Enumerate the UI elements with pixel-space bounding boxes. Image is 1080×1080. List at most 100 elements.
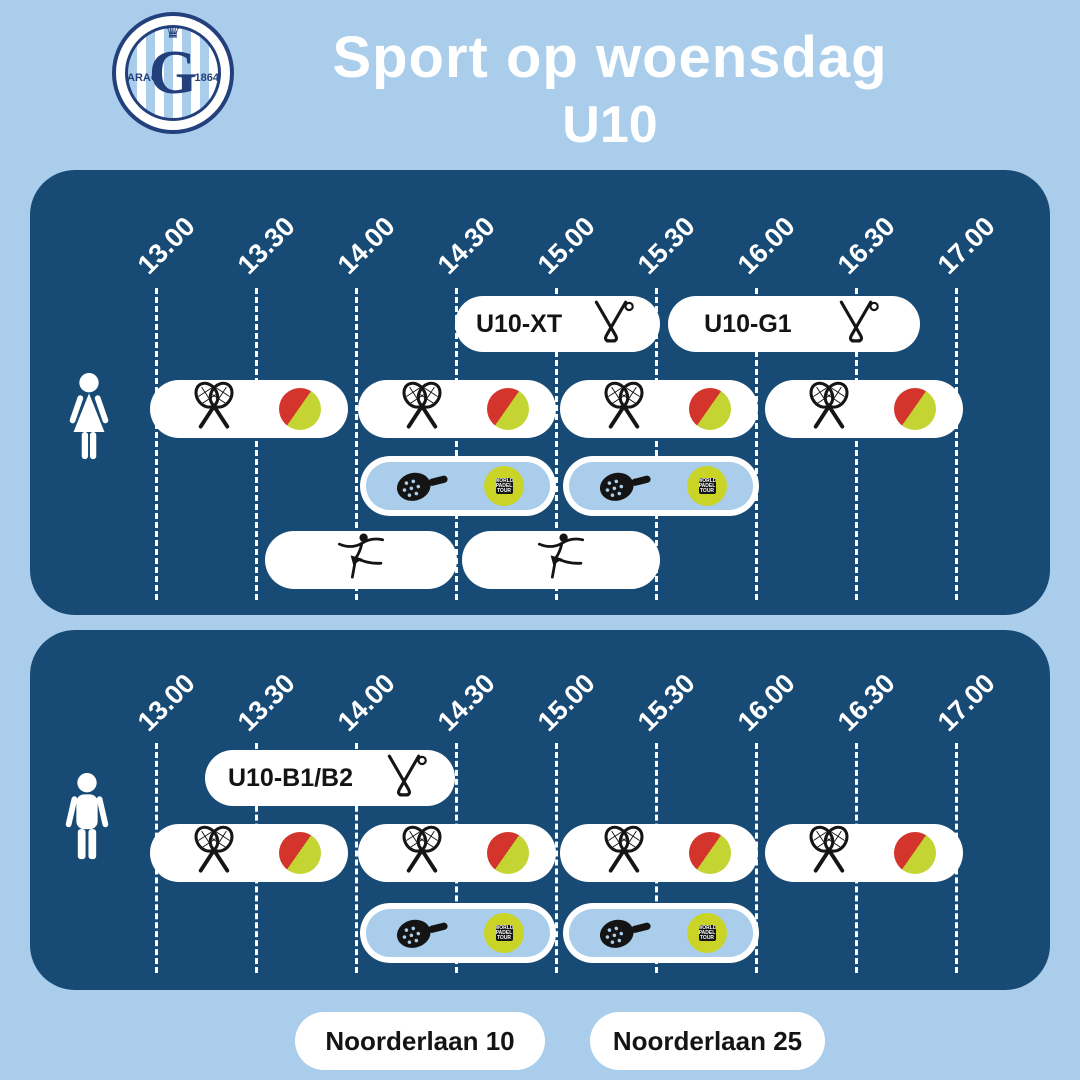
club-logo-year: 1864 bbox=[194, 72, 219, 84]
padel-slot: WORLD PADEL TOUR bbox=[360, 456, 556, 516]
time-label: 16.30 bbox=[831, 211, 901, 280]
padel-racket-icon bbox=[595, 910, 661, 957]
padel-slot: WORLD PADEL TOUR bbox=[360, 903, 556, 963]
time-label: 13.00 bbox=[131, 211, 201, 280]
padel-slot-inner: WORLD PADEL TOUR bbox=[569, 909, 753, 957]
location-pill-noorderlaan-25: Noorderlaan 25 bbox=[590, 1012, 825, 1070]
team-label: U10-B1/B2 bbox=[227, 763, 354, 792]
gridline bbox=[555, 743, 558, 973]
location-label: Noorderlaan 10 bbox=[325, 1025, 515, 1056]
hockey-slot: U10-G1 bbox=[668, 296, 920, 352]
tennis-slot bbox=[560, 824, 758, 882]
gridline bbox=[955, 288, 958, 600]
tennis-slot bbox=[765, 380, 963, 438]
time-label: 13.30 bbox=[231, 668, 301, 737]
schedule-panel-girls: 13.00 13.30 14.00 14.30 15.00 15.30 16.0… bbox=[30, 170, 1050, 615]
club-logo-letter: G bbox=[148, 39, 198, 107]
hockey-sticks-icon bbox=[583, 297, 639, 352]
team-label: U10-G1 bbox=[704, 309, 792, 338]
hockey-sticks-icon bbox=[376, 751, 432, 806]
hockey-sticks-icon bbox=[828, 297, 884, 352]
ballerina-icon bbox=[330, 532, 392, 589]
gridline bbox=[355, 743, 358, 973]
world-padel-tour-label: WORLD PADEL TOUR bbox=[495, 478, 513, 494]
tennis-rackets-icon bbox=[385, 824, 459, 883]
ballerina-icon bbox=[530, 532, 592, 589]
tennis-rackets-icon bbox=[177, 824, 251, 883]
hockey-slot: U10-B1/B2 bbox=[205, 750, 455, 806]
padel-slot: WORLD PADEL TOUR bbox=[563, 456, 759, 516]
gridline bbox=[855, 288, 858, 600]
tennis-slot bbox=[358, 824, 556, 882]
time-label: 13.00 bbox=[131, 668, 201, 737]
padel-slot-inner: WORLD PADEL TOUR bbox=[569, 462, 753, 510]
title-line2: U10 bbox=[562, 96, 658, 154]
gridline bbox=[255, 288, 258, 600]
padel-racket-icon bbox=[595, 463, 661, 510]
world-padel-tour-ball-icon: WORLD PADEL TOUR bbox=[484, 913, 524, 953]
time-label: 13.30 bbox=[231, 211, 301, 280]
time-label: 17.00 bbox=[931, 211, 1001, 280]
gridline bbox=[755, 288, 758, 600]
dance-slot bbox=[462, 531, 660, 589]
tennis-slot bbox=[150, 824, 348, 882]
team-label: U10-XT bbox=[475, 309, 563, 338]
tennis-rackets-icon bbox=[177, 380, 251, 439]
tennis-rackets-icon bbox=[385, 380, 459, 439]
page-title: Sport op woensdag U10 bbox=[140, 22, 1080, 156]
red-tennis-ball-icon bbox=[278, 832, 321, 874]
location-pill-noorderlaan-10: Noorderlaan 10 bbox=[295, 1012, 545, 1070]
gridline bbox=[155, 288, 158, 600]
tennis-slot bbox=[765, 824, 963, 882]
time-label: 16.00 bbox=[731, 211, 801, 280]
club-logo: ♛ G ARAG 1864 bbox=[112, 12, 234, 134]
time-label: 14.00 bbox=[331, 211, 401, 280]
time-label: 15.30 bbox=[631, 668, 701, 737]
time-label: 17.00 bbox=[931, 668, 1001, 737]
club-logo-stripes bbox=[125, 25, 221, 121]
crown-icon: ♛ bbox=[164, 22, 182, 42]
tennis-rackets-icon bbox=[587, 824, 661, 883]
time-label: 15.00 bbox=[531, 668, 601, 737]
gridline bbox=[455, 288, 458, 600]
time-label: 16.30 bbox=[831, 668, 901, 737]
padel-slot-inner: WORLD PADEL TOUR bbox=[366, 909, 550, 957]
title-line1: Sport op woensdag bbox=[332, 25, 888, 90]
time-label: 14.00 bbox=[331, 668, 401, 737]
time-label: 16.00 bbox=[731, 668, 801, 737]
padel-racket-icon bbox=[392, 463, 458, 510]
hockey-slot: U10-XT bbox=[455, 296, 660, 352]
red-tennis-ball-icon bbox=[486, 388, 529, 430]
gridline bbox=[355, 288, 358, 600]
club-logo-name: ARAG bbox=[127, 72, 160, 84]
red-tennis-ball-icon bbox=[893, 832, 936, 874]
world-padel-tour-ball-icon: WORLD PADEL TOUR bbox=[484, 466, 524, 506]
tennis-slot bbox=[150, 380, 348, 438]
time-label: 15.30 bbox=[631, 211, 701, 280]
tennis-rackets-icon bbox=[587, 380, 661, 439]
world-padel-tour-ball-icon: WORLD PADEL TOUR bbox=[687, 466, 727, 506]
world-padel-tour-label: WORLD PADEL TOUR bbox=[698, 478, 716, 494]
padel-slot: WORLD PADEL TOUR bbox=[563, 903, 759, 963]
tennis-rackets-icon bbox=[792, 824, 866, 883]
padel-slot-inner: WORLD PADEL TOUR bbox=[366, 462, 550, 510]
time-label: 14.30 bbox=[431, 668, 501, 737]
red-tennis-ball-icon bbox=[688, 832, 731, 874]
gridline bbox=[555, 288, 558, 600]
padel-racket-icon bbox=[392, 910, 458, 957]
red-tennis-ball-icon bbox=[893, 388, 936, 430]
world-padel-tour-ball-icon: WORLD PADEL TOUR bbox=[687, 913, 727, 953]
time-label: 14.30 bbox=[431, 211, 501, 280]
tennis-rackets-icon bbox=[792, 380, 866, 439]
red-tennis-ball-icon bbox=[278, 388, 321, 430]
world-padel-tour-label: WORLD PADEL TOUR bbox=[698, 925, 716, 941]
tennis-slot bbox=[560, 380, 758, 438]
tennis-slot bbox=[358, 380, 556, 438]
gridline bbox=[655, 288, 658, 600]
male-icon bbox=[58, 762, 116, 879]
world-padel-tour-label: WORLD PADEL TOUR bbox=[495, 925, 513, 941]
dance-slot bbox=[265, 531, 457, 589]
location-label: Noorderlaan 25 bbox=[612, 1025, 803, 1056]
female-icon bbox=[60, 362, 118, 479]
